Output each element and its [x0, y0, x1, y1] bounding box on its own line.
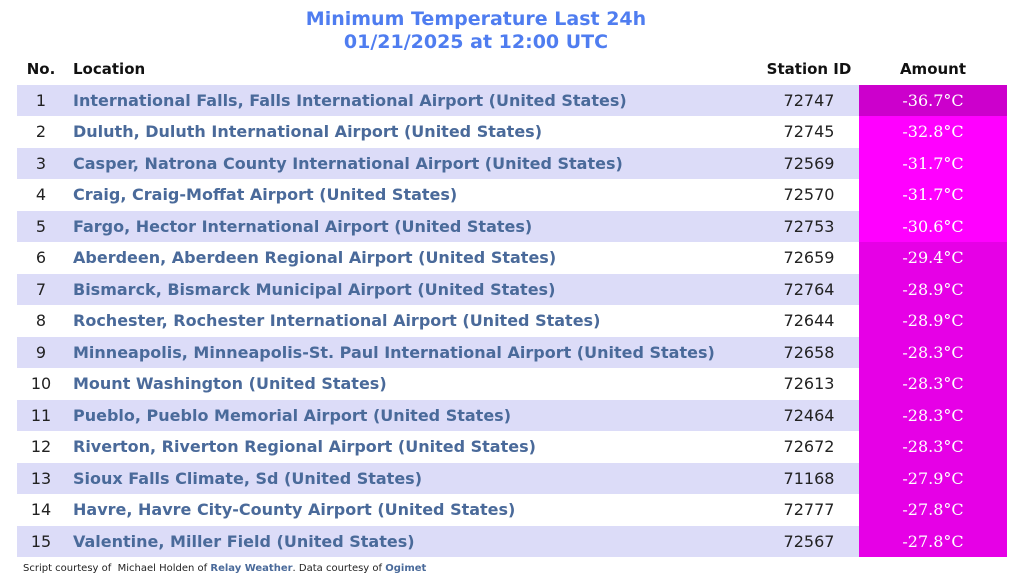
location: Craig, Craig-Moffat Airport (United Stat…	[73, 185, 458, 205]
row-number: 3	[35, 153, 47, 173]
table-row: 1 International Falls, Falls Internationa…	[17, 85, 1007, 117]
location: Minneapolis, Minneapolis-St. Paul Intern…	[73, 342, 715, 362]
station-id: 72570	[783, 185, 835, 205]
footer-link[interactable]: Ogimet	[385, 563, 427, 574]
station-id: 72659	[783, 248, 835, 268]
station-id: 72567	[783, 531, 835, 551]
amount: -36.7°C	[859, 85, 1007, 117]
table-row: 8 Rochester, Rochester International Airp…	[17, 305, 1007, 337]
amount: -28.9°C	[859, 273, 1007, 306]
location: Bismarck, Bismarck Municipal Airport (Un…	[73, 279, 556, 299]
station-id: 72745	[783, 122, 835, 142]
row-number: 4	[35, 185, 47, 205]
amount: -28.3°C	[859, 368, 1007, 400]
station-id: 72764	[783, 279, 835, 299]
station-id: 72753	[783, 216, 835, 236]
column-header: Location	[73, 60, 146, 78]
footer-link[interactable]: Relay Weather	[210, 563, 293, 574]
station-id: 72747	[783, 91, 835, 110]
amount: -27.8°C	[859, 525, 1007, 558]
location: Rochester, Rochester International Airpo…	[73, 311, 601, 331]
row-number: 12	[30, 437, 52, 457]
location: Pueblo, Pueblo Memorial Airport (United …	[73, 405, 511, 425]
row-number: 13	[30, 468, 52, 488]
row-number: 10	[30, 374, 52, 394]
station-id: 72644	[783, 311, 835, 331]
amount: -29.4°C	[859, 242, 1007, 274]
location: Sioux Falls Climate, Sd (United States)	[73, 468, 423, 488]
station-id: 72569	[783, 153, 835, 173]
row-number: 11	[30, 405, 52, 425]
row-number: 2	[35, 122, 47, 142]
station-id: 72672	[783, 437, 835, 457]
location: Valentine, Miller Field (United States)	[73, 531, 415, 551]
location: Riverton, Riverton Regional Airport (Uni…	[73, 437, 536, 457]
station-id: 72658	[783, 342, 835, 362]
subtitle: 01/21/2025 at 12:00 UTC	[343, 31, 609, 53]
table-row: 13 Sioux Falls Climate, Sd (United States…	[17, 462, 1007, 495]
station-id: 72613	[783, 374, 835, 394]
location: Casper, Natrona County International Air…	[73, 153, 623, 173]
table-row: 12 Riverton, Riverton Regional Airport (U…	[17, 431, 1007, 463]
table-row: 7 Bismarck, Bismarck Municipal Airport (U…	[17, 273, 1007, 306]
row-number: 6	[35, 248, 47, 268]
location: Fargo, Hector International Airport (Uni…	[73, 216, 533, 236]
location: International Falls, Falls International…	[73, 91, 627, 110]
row-number: 15	[30, 531, 52, 551]
row-number: 14	[30, 500, 52, 520]
location: Aberdeen, Aberdeen Regional Airport (Uni…	[73, 248, 557, 268]
amount: -28.3°C	[859, 431, 1007, 463]
location: Havre, Havre City-County Airport (United…	[73, 500, 516, 520]
amount: -31.7°C	[859, 147, 1007, 180]
station-id: 72464	[783, 405, 835, 425]
amount: -31.7°C	[859, 179, 1007, 211]
footer: Script courtesy of Michael Holden of Rel…	[23, 563, 426, 574]
amount: -28.3°C	[859, 399, 1007, 432]
table-row: 9 Minneapolis, Minneapolis-St. Paul Inter…	[17, 336, 1007, 369]
footer-text: Script courtesy of Michael Holden of	[23, 563, 208, 574]
row-number: 9	[35, 342, 47, 362]
location: Mount Washington (United States)	[73, 374, 387, 394]
row-number: 1	[35, 91, 47, 110]
table-row: 5 Fargo, Hector International Airport (Un…	[17, 210, 1007, 243]
column-header: No.	[26, 60, 56, 78]
amount: -27.8°C	[859, 494, 1007, 526]
location: Duluth, Duluth International Airport (Un…	[73, 122, 542, 142]
row-number: 5	[35, 216, 47, 236]
table-row: 15 Valentine, Miller Field (United States…	[17, 525, 1007, 558]
table-row: 3 Casper, Natrona County International Ai…	[17, 147, 1007, 180]
station-id: 71168	[783, 468, 835, 488]
amount: -28.9°C	[859, 305, 1007, 337]
amount: -32.8°C	[859, 116, 1007, 148]
table-row: 2 Duluth, Duluth International Airport (U…	[17, 116, 1007, 148]
column-header: Station ID	[766, 60, 852, 78]
table-row: 6 Aberdeen, Aberdeen Regional Airport (Un…	[17, 242, 1007, 274]
amount: -28.3°C	[859, 336, 1007, 369]
table-row: 10 Mount Washington (United States) 72613 -…	[17, 368, 1007, 400]
table-row: 4 Craig, Craig-Moffat Airport (United Sta…	[17, 179, 1007, 211]
table-row: 11 Pueblo, Pueblo Memorial Airport (Unite…	[17, 399, 1007, 432]
amount: -27.9°C	[859, 462, 1007, 495]
row-number: 8	[35, 311, 47, 331]
row-number: 7	[35, 279, 47, 299]
amount: -30.6°C	[859, 210, 1007, 243]
table-row: 14 Havre, Havre City-County Airport (Unit…	[17, 494, 1007, 526]
column-header: Amount	[899, 60, 967, 78]
station-id: 72777	[783, 500, 835, 520]
footer-text: . Data courtesy of	[292, 563, 383, 574]
title: Minimum Temperature Last 24h	[305, 8, 647, 30]
